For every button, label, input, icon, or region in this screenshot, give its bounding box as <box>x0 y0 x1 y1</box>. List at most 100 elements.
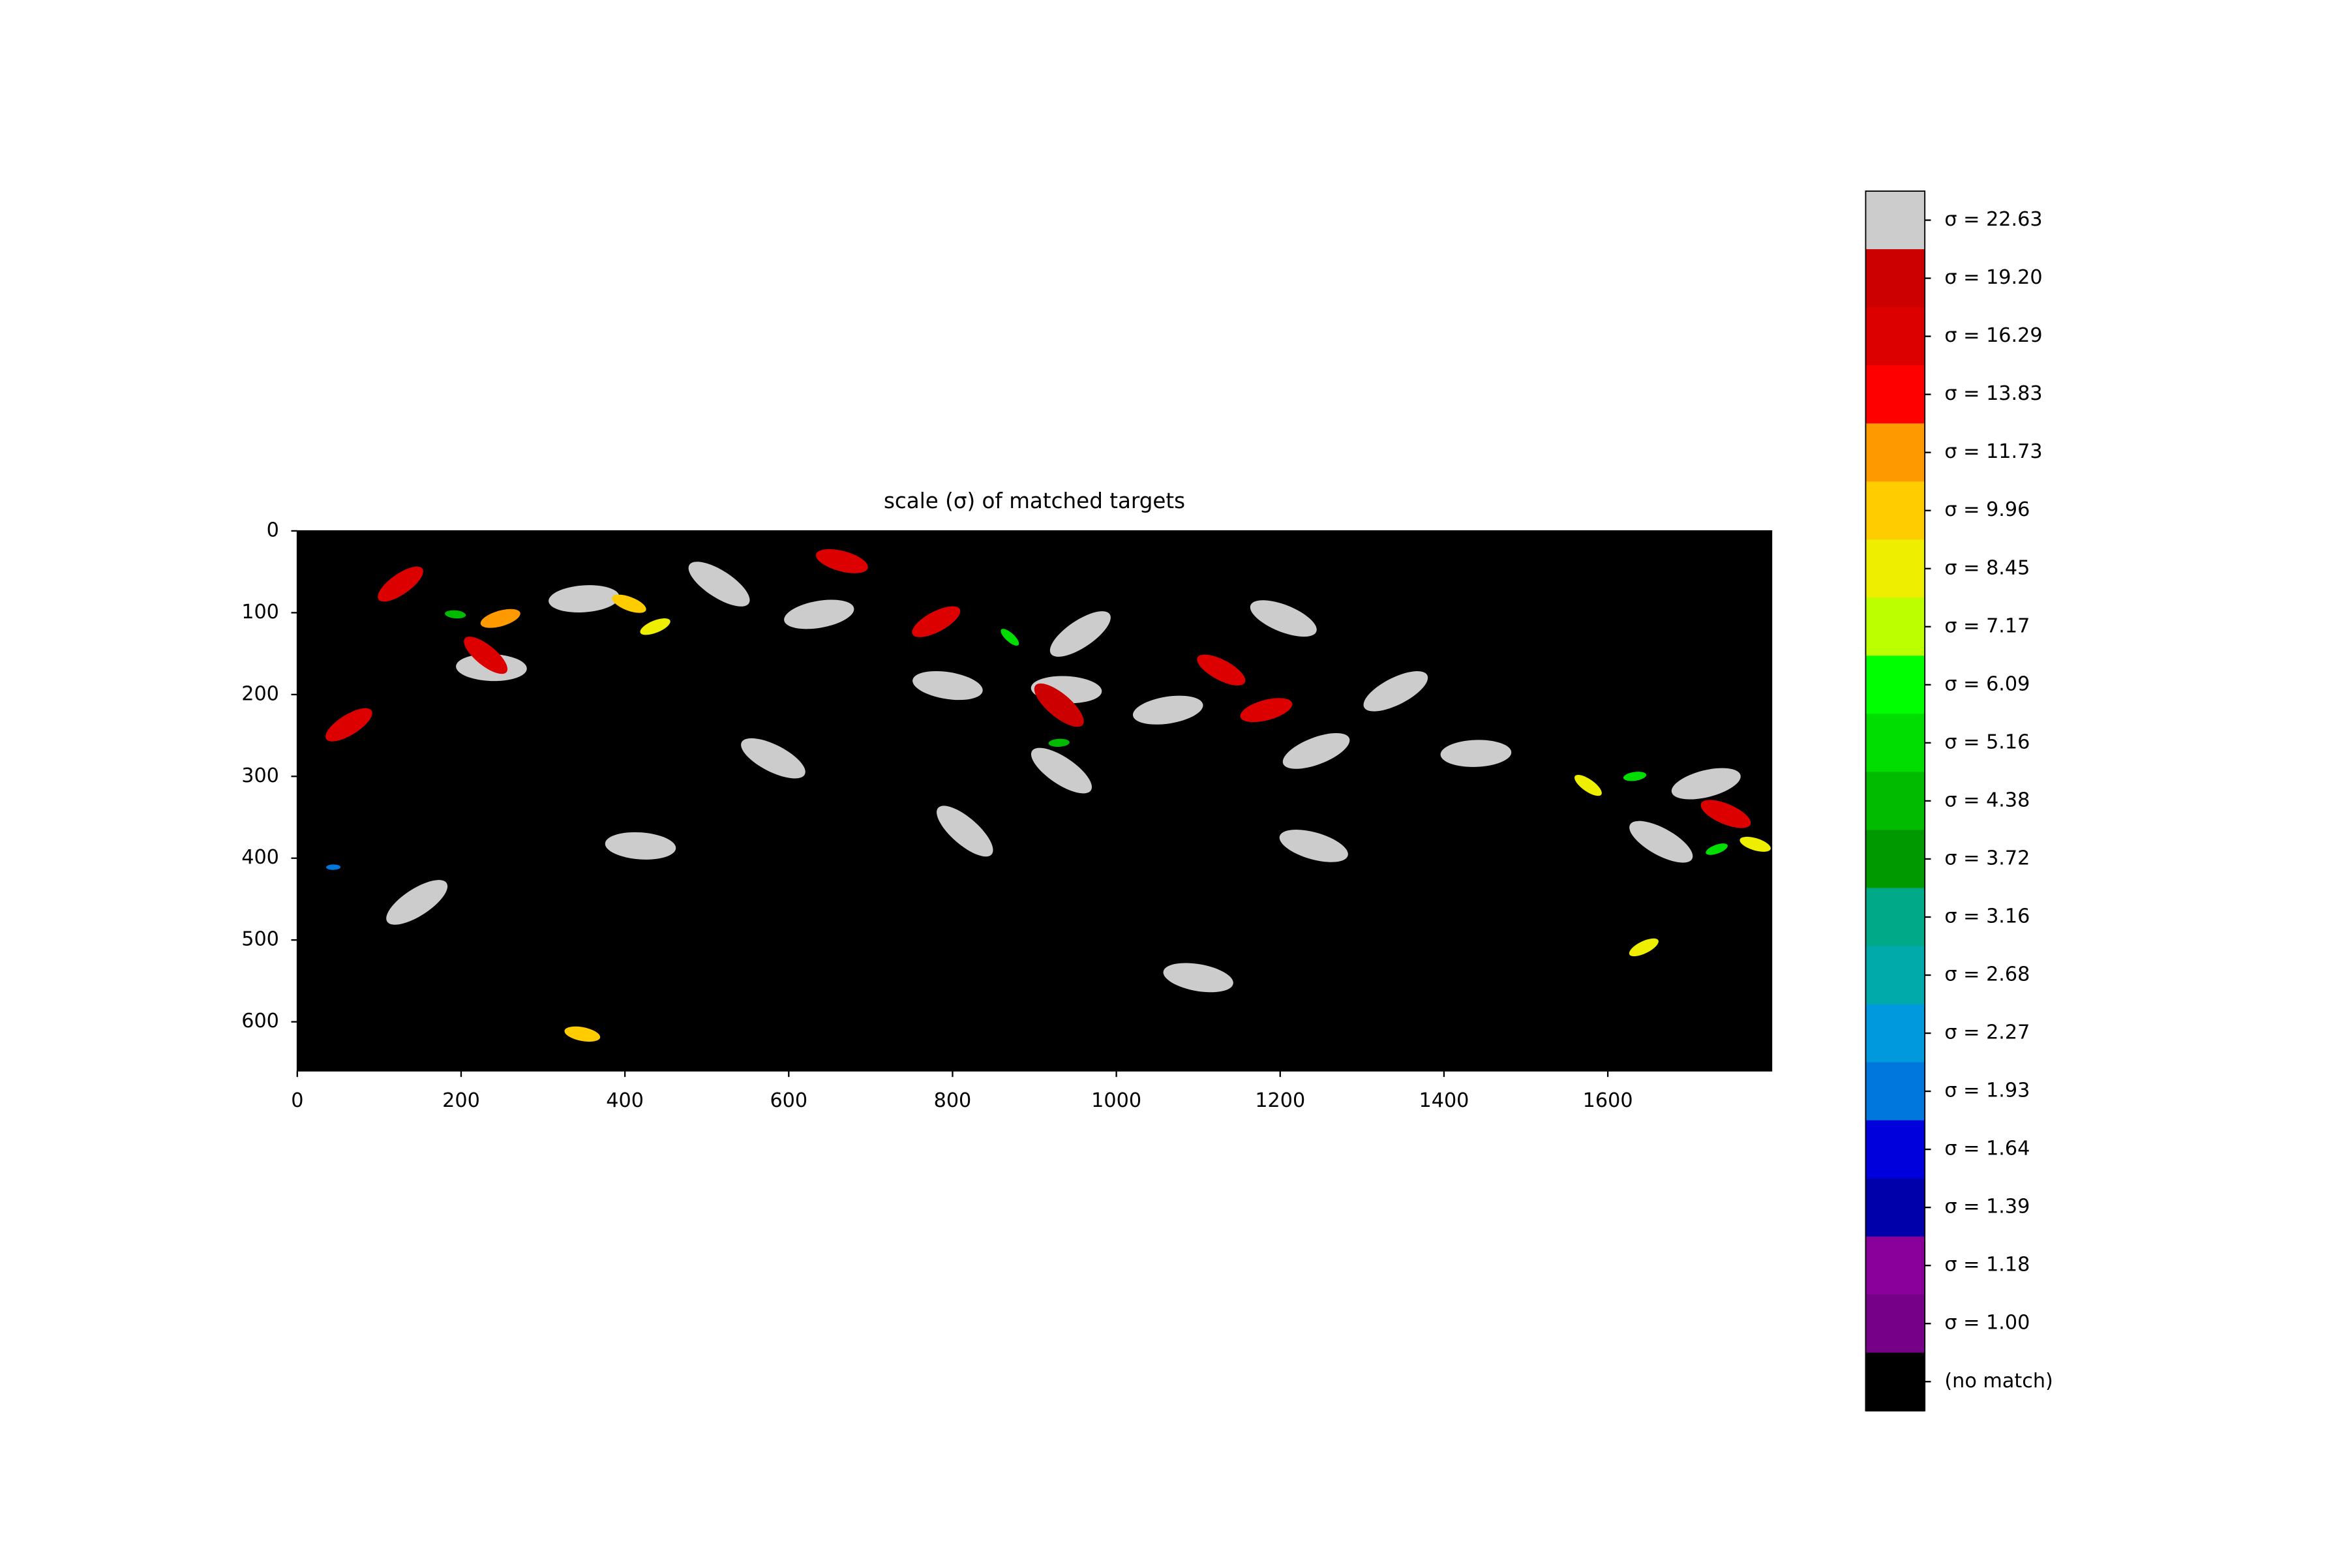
colorbar-segment <box>1865 539 1925 599</box>
blob <box>1574 774 1602 796</box>
blob <box>1132 695 1203 725</box>
colorbar-segment <box>1865 1004 1925 1063</box>
colorbar-segment <box>1865 1236 1925 1295</box>
chart-title: scale (σ) of matched targets <box>884 489 1185 513</box>
x-tick-label: 1000 <box>1091 1089 1141 1112</box>
colorbar-frame <box>1865 190 1926 1411</box>
colorbar-label: σ = 1.64 <box>1944 1138 2030 1160</box>
blob <box>378 566 423 602</box>
y-tick-label: 100 <box>241 601 279 624</box>
blob <box>640 618 670 635</box>
colorbar-label: σ = 5.16 <box>1944 731 2030 753</box>
colorbar-label: σ = 7.17 <box>1944 614 2030 637</box>
y-tick-label: 200 <box>241 682 279 705</box>
blob <box>564 1026 601 1042</box>
x-tick-label: 200 <box>442 1089 480 1112</box>
x-tick-label: 400 <box>606 1089 644 1112</box>
colorbar-segment <box>1865 1294 1925 1353</box>
colorbar-label: σ = 1.93 <box>1944 1079 2030 1102</box>
colorbar-label: σ = 13.83 <box>1944 382 2042 405</box>
y-tick-label: 300 <box>241 764 279 787</box>
blob <box>1163 963 1233 993</box>
colorbar-segment <box>1865 1062 1925 1121</box>
y-tick-label: 500 <box>241 928 279 951</box>
colorbar-segment <box>1865 888 1925 947</box>
x-tick-label: 1600 <box>1583 1089 1633 1112</box>
colorbar-label: σ = 1.39 <box>1944 1196 2030 1218</box>
blob <box>386 880 448 925</box>
colorbar-segment <box>1865 830 1925 889</box>
blob <box>1049 611 1111 657</box>
colorbar-label: σ = 16.29 <box>1944 324 2042 347</box>
blob <box>741 738 805 779</box>
y-tick-label: 400 <box>241 846 279 869</box>
blob <box>1240 698 1293 723</box>
x-tick-label: 1400 <box>1419 1089 1469 1112</box>
image-content <box>325 549 1771 1042</box>
blob <box>1671 768 1741 800</box>
colorbar-label: σ = 11.73 <box>1944 440 2042 463</box>
colorbar-label: σ = 3.16 <box>1944 905 2030 927</box>
colorbar-segment <box>1865 714 1925 773</box>
x-tick-label: 1200 <box>1255 1089 1305 1112</box>
colorbar-label: σ = 6.09 <box>1944 672 2030 695</box>
blob <box>937 806 993 857</box>
colorbar-label: (no match) <box>1944 1370 2053 1393</box>
blob <box>445 610 466 619</box>
blob <box>1363 671 1428 712</box>
blob <box>480 609 520 628</box>
blob <box>1001 629 1019 646</box>
colorbar-segment <box>1865 946 1925 1005</box>
blob <box>1739 836 1771 852</box>
blob <box>1623 772 1647 781</box>
blob <box>1048 738 1070 747</box>
colorbar-segment <box>1865 191 1925 250</box>
blob <box>1282 732 1350 769</box>
blob <box>464 637 508 674</box>
colorbar-segment <box>1865 481 1925 541</box>
colorbar-label: σ = 3.72 <box>1944 847 2030 869</box>
blob <box>1440 740 1512 767</box>
colorbar-label: σ = 22.63 <box>1944 208 2042 231</box>
blob <box>1629 938 1659 957</box>
blob <box>784 599 854 629</box>
x-tick-label: 600 <box>770 1089 807 1112</box>
y-tick-label: 0 <box>267 519 279 541</box>
blob <box>612 594 646 613</box>
blob <box>605 832 676 860</box>
colorbar-label: σ = 19.20 <box>1944 266 2042 289</box>
blob <box>1706 843 1728 855</box>
blob <box>326 864 341 870</box>
blob <box>816 549 868 573</box>
colorbar-label: σ = 1.00 <box>1944 1312 2030 1334</box>
blob <box>1629 821 1693 863</box>
colorbar-segment <box>1865 1120 1925 1179</box>
colorbar-segment <box>1865 597 1925 657</box>
blob <box>912 671 983 701</box>
colorbar-segment <box>1865 307 1925 367</box>
blob <box>912 606 961 637</box>
colorbar-segment <box>1865 1352 1925 1411</box>
blob <box>1250 600 1317 637</box>
colorbar-label: σ = 8.45 <box>1944 556 2030 579</box>
y-tick-label: 600 <box>241 1010 279 1033</box>
blob <box>549 585 620 613</box>
blob <box>688 562 750 607</box>
colorbar-segment <box>1865 656 1925 715</box>
colorbar-segment <box>1865 365 1925 425</box>
colorbar-segment <box>1865 423 1925 483</box>
blob <box>1279 830 1348 862</box>
blob <box>1700 800 1751 828</box>
x-tick-label: 800 <box>934 1089 972 1112</box>
colorbar-segment <box>1865 1178 1925 1237</box>
blob <box>1197 654 1246 686</box>
colorbar-label: σ = 1.18 <box>1944 1254 2030 1276</box>
blob <box>1034 683 1084 727</box>
blob <box>325 708 372 742</box>
x-tick-label: 0 <box>291 1089 303 1112</box>
plot-frame <box>296 530 1773 1072</box>
colorbar-label: σ = 4.38 <box>1944 789 2030 811</box>
colorbar-label: σ = 9.96 <box>1944 498 2030 521</box>
